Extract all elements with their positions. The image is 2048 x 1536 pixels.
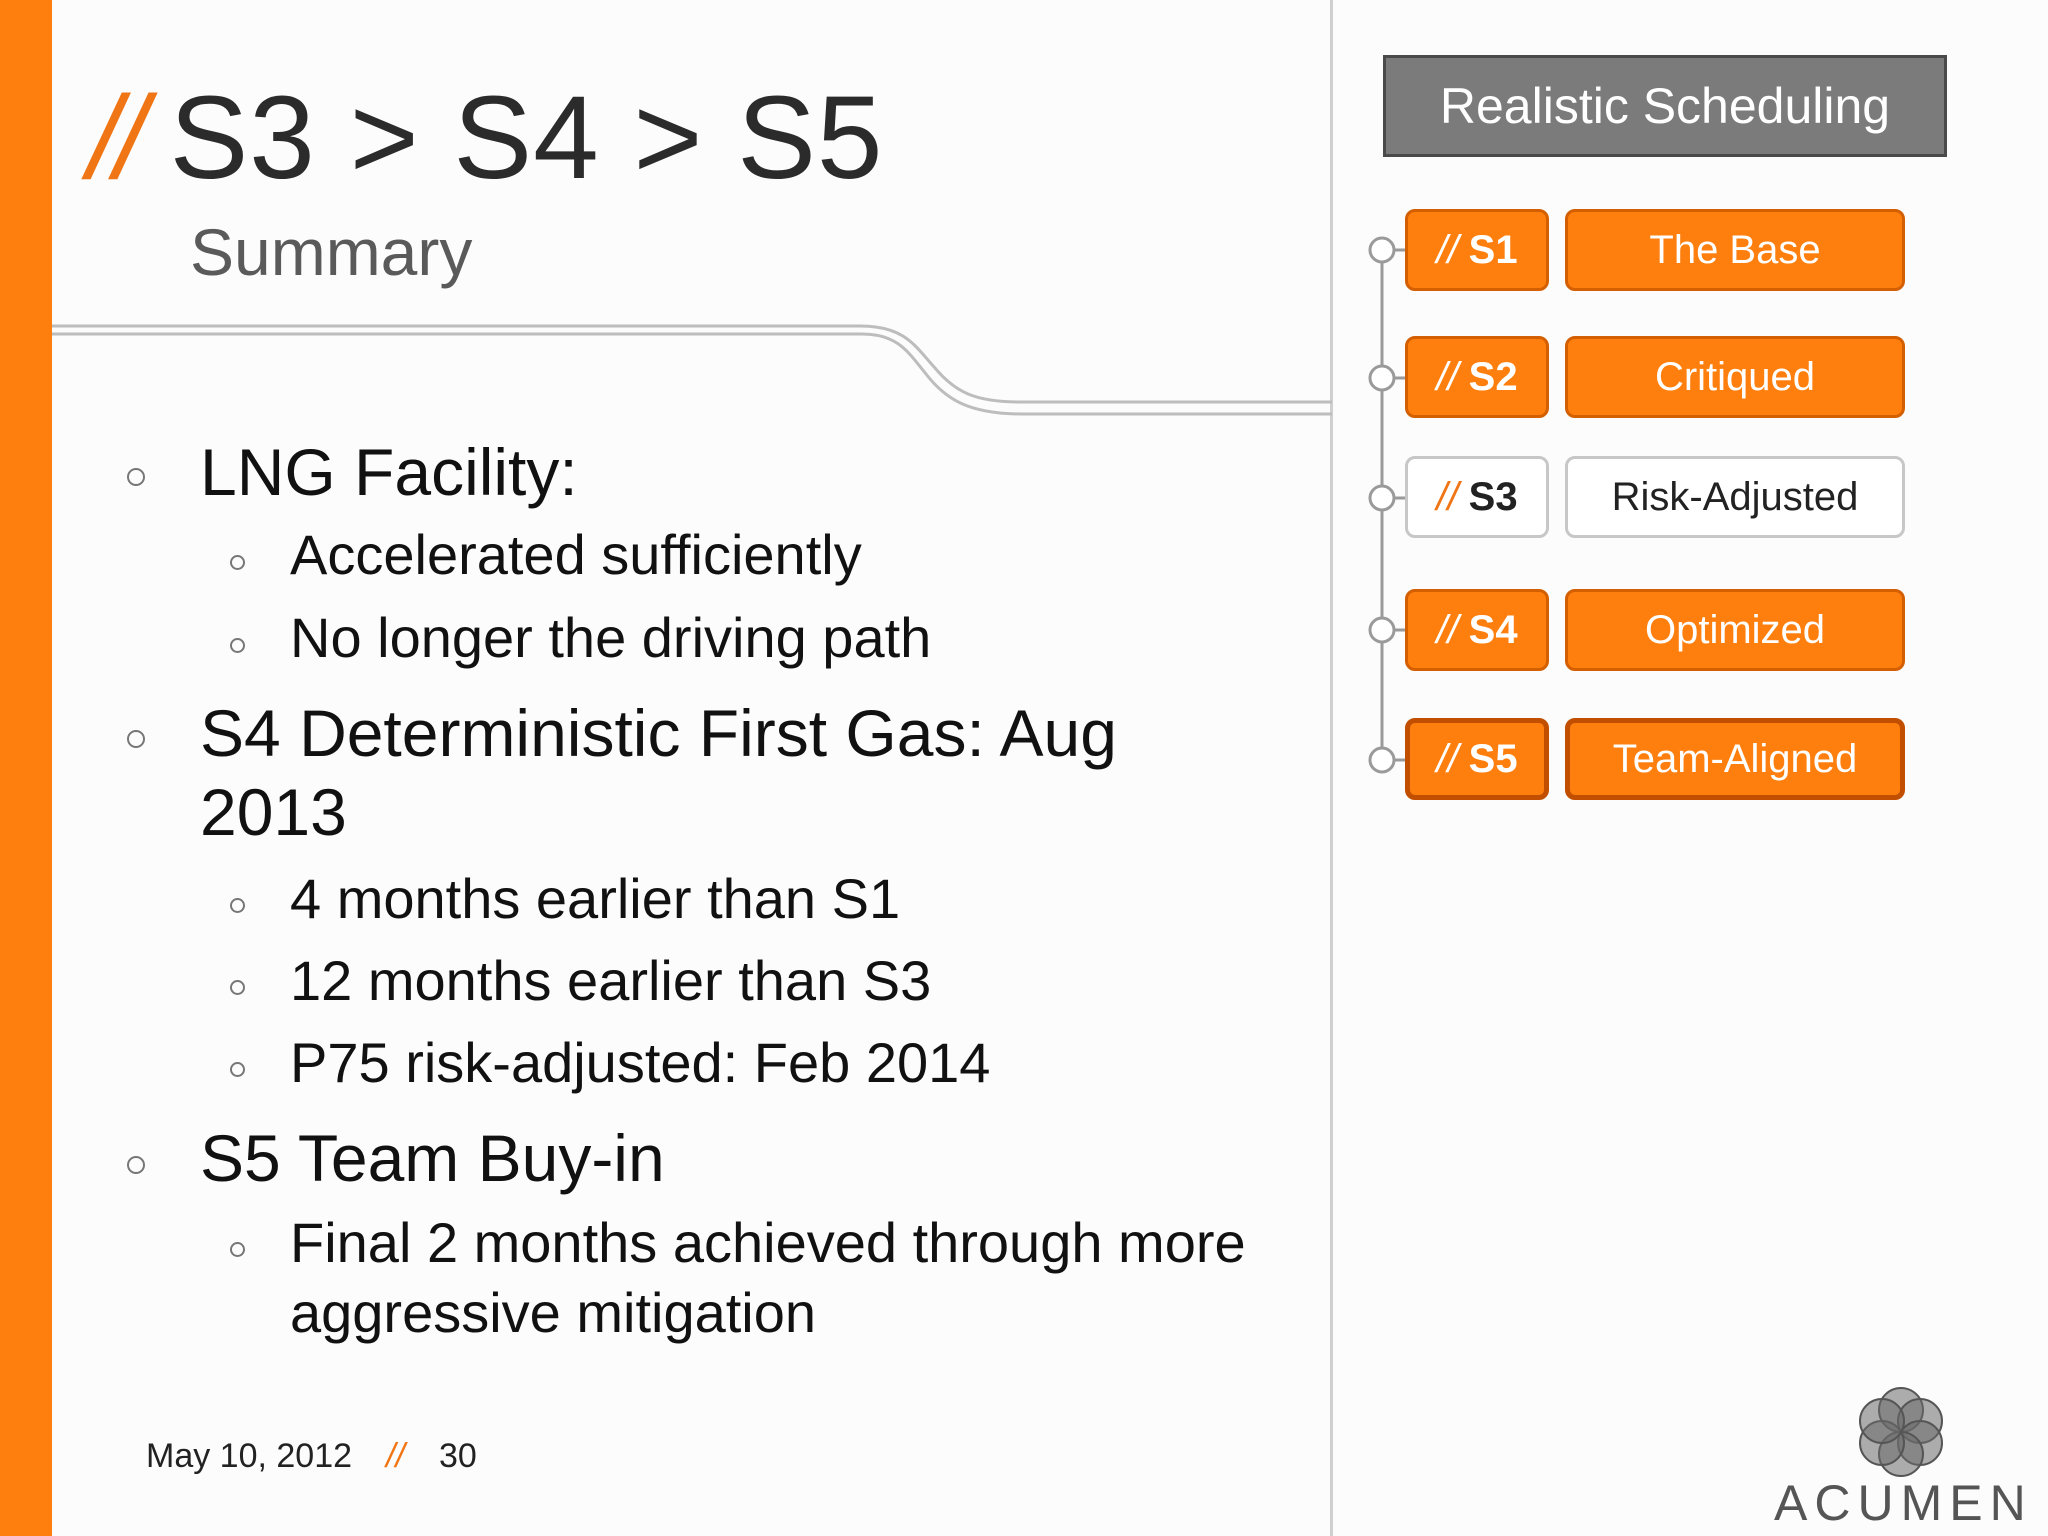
footer-date: May 10, 2012 (146, 1437, 353, 1475)
title-slash-mark: // (88, 72, 148, 204)
sub-bullet-item: No longer the driving path (290, 606, 932, 669)
stage-label-button[interactable]: The Base (1565, 209, 1905, 291)
stage-row-s5: //S5 Team-Aligned (1405, 718, 1905, 800)
header-divider-curve (52, 324, 1332, 416)
stage-label-button[interactable]: Team-Aligned (1565, 718, 1905, 800)
sub-bullet-marker-icon (230, 1062, 245, 1077)
vertical-divider (1330, 0, 1333, 1536)
stage-code-button[interactable]: //S5 (1405, 718, 1549, 800)
slide-title: // S3 > S4 > S5 (88, 70, 884, 206)
bullet-marker-icon (127, 468, 145, 486)
bullet-item: S4 Deterministic First Gas: Aug (200, 696, 1117, 770)
stage-label-button[interactable]: Critiqued (1565, 336, 1905, 418)
stage-code-button[interactable]: //S4 (1405, 589, 1549, 671)
title-text: S3 > S4 > S5 (169, 72, 884, 204)
stage-row-s3: //S3 Risk-Adjusted (1405, 456, 1905, 538)
stage-code-button[interactable]: //S2 (1405, 336, 1549, 418)
sub-bullet-marker-icon (230, 898, 245, 913)
acumen-wordmark: ACUMEN (1774, 1475, 2033, 1531)
sub-bullet-item: Accelerated sufficiently (290, 523, 862, 586)
stage-row-s1: //S1 The Base (1405, 209, 1905, 291)
sub-bullet-item: P75 risk-adjusted: Feb 2014 (290, 1031, 991, 1094)
sub-bullet-marker-icon (230, 1242, 245, 1257)
sub-bullet-item-continued: aggressive mitigation (290, 1281, 817, 1344)
sub-bullet-item: 12 months earlier than S3 (290, 949, 932, 1012)
sub-bullet-marker-icon (230, 980, 245, 995)
footer-separator: // (386, 1437, 405, 1475)
left-accent-bar (0, 0, 52, 1536)
slide-footer: May 10, 2012 // 30 (146, 1437, 477, 1476)
sub-bullet-item: Final 2 months achieved through more (290, 1211, 1246, 1274)
stage-row-s2: //S2 Critiqued (1405, 336, 1905, 418)
stage-code-button[interactable]: //S1 (1405, 209, 1549, 291)
stage-code-button[interactable]: //S3 (1405, 456, 1549, 538)
bullet-item: LNG Facility: (200, 435, 578, 509)
page-number: 30 (438, 1437, 477, 1475)
realistic-scheduling-heading: Realistic Scheduling (1383, 55, 1947, 157)
stage-row-s4: //S4 Optimized (1405, 589, 1905, 671)
stage-label-button[interactable]: Optimized (1565, 589, 1905, 671)
bullet-marker-icon (127, 730, 145, 748)
slide-subtitle: Summary (190, 215, 473, 289)
acumen-logo-icon (1859, 1387, 1943, 1477)
bullet-item: S5 Team Buy-in (200, 1121, 665, 1195)
bullet-marker-icon (127, 1156, 145, 1174)
sub-bullet-marker-icon (230, 638, 245, 653)
bullet-item-continued: 2013 (200, 775, 347, 849)
sub-bullet-marker-icon (230, 555, 245, 570)
stage-label-button[interactable]: Risk-Adjusted (1565, 456, 1905, 538)
sub-bullet-item: 4 months earlier than S1 (290, 867, 901, 930)
stage-timeline-line (1368, 236, 1408, 774)
